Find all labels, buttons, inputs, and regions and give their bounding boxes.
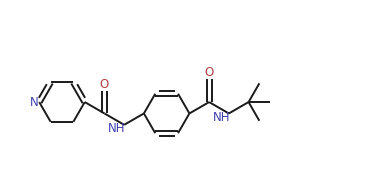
Text: N: N	[30, 96, 38, 108]
Text: O: O	[100, 78, 109, 91]
Text: NH: NH	[108, 122, 125, 135]
Text: O: O	[204, 66, 214, 79]
Text: NH: NH	[212, 111, 230, 124]
